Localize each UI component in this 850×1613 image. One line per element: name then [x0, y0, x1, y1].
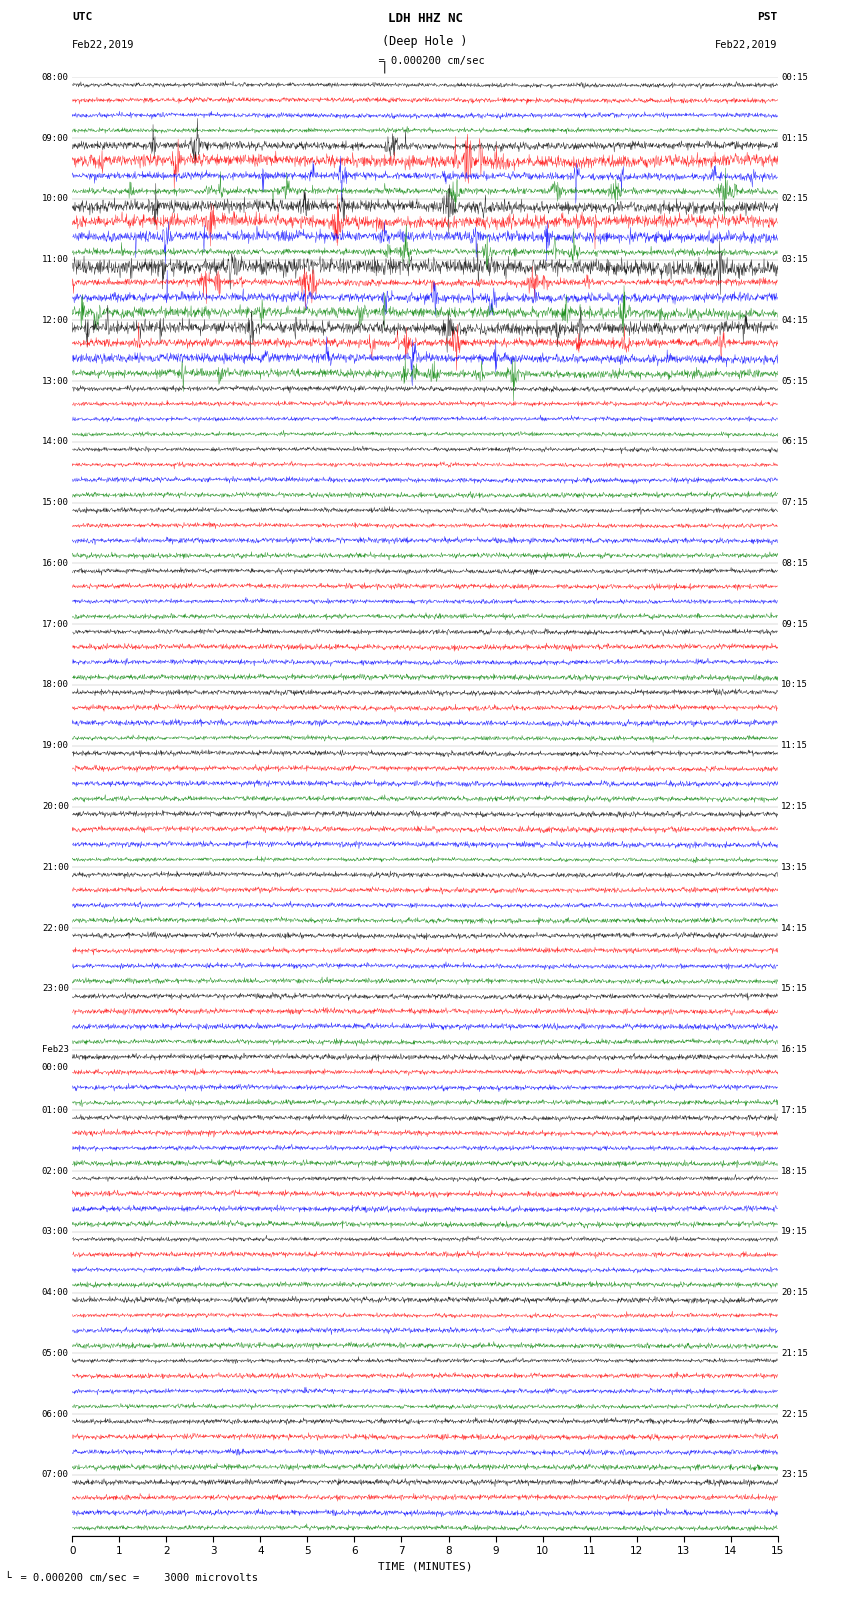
Text: 10:15: 10:15 — [781, 681, 808, 689]
Text: 20:00: 20:00 — [42, 802, 69, 811]
Text: 12:15: 12:15 — [781, 802, 808, 811]
Text: 00:00: 00:00 — [42, 1063, 69, 1071]
Text: 09:00: 09:00 — [42, 134, 69, 142]
Text: 04:15: 04:15 — [781, 316, 808, 324]
Text: 17:00: 17:00 — [42, 619, 69, 629]
Text: = 0.000200 cm/sec: = 0.000200 cm/sec — [366, 56, 484, 66]
Text: 03:00: 03:00 — [42, 1227, 69, 1236]
Text: 01:00: 01:00 — [42, 1107, 69, 1115]
Text: 09:15: 09:15 — [781, 619, 808, 629]
Text: 08:15: 08:15 — [781, 560, 808, 568]
Text: 07:15: 07:15 — [781, 498, 808, 506]
Text: 06:15: 06:15 — [781, 437, 808, 447]
Text: 13:00: 13:00 — [42, 377, 69, 386]
Text: (Deep Hole ): (Deep Hole ) — [382, 35, 468, 48]
Text: 05:15: 05:15 — [781, 377, 808, 386]
Text: 11:00: 11:00 — [42, 255, 69, 265]
Text: 02:00: 02:00 — [42, 1166, 69, 1176]
Text: 18:00: 18:00 — [42, 681, 69, 689]
Text: 15:15: 15:15 — [781, 984, 808, 994]
Text: 03:15: 03:15 — [781, 255, 808, 265]
Text: LDH HHZ NC: LDH HHZ NC — [388, 11, 462, 24]
Text: 05:00: 05:00 — [42, 1348, 69, 1358]
Text: 10:00: 10:00 — [42, 195, 69, 203]
Text: 19:00: 19:00 — [42, 742, 69, 750]
Text: 14:15: 14:15 — [781, 924, 808, 932]
Text: 00:15: 00:15 — [781, 73, 808, 82]
Text: 01:15: 01:15 — [781, 134, 808, 142]
Text: 08:00: 08:00 — [42, 73, 69, 82]
Text: 23:15: 23:15 — [781, 1471, 808, 1479]
Text: 19:15: 19:15 — [781, 1227, 808, 1236]
Text: 16:15: 16:15 — [781, 1045, 808, 1053]
Text: 06:00: 06:00 — [42, 1410, 69, 1418]
Text: 21:00: 21:00 — [42, 863, 69, 871]
Text: 23:00: 23:00 — [42, 984, 69, 994]
Text: 07:00: 07:00 — [42, 1471, 69, 1479]
Text: 02:15: 02:15 — [781, 195, 808, 203]
Text: Feb22,2019: Feb22,2019 — [715, 40, 778, 50]
Text: 22:00: 22:00 — [42, 924, 69, 932]
Text: 13:15: 13:15 — [781, 863, 808, 871]
Text: 20:15: 20:15 — [781, 1289, 808, 1297]
Text: PST: PST — [757, 11, 778, 21]
Text: 16:00: 16:00 — [42, 560, 69, 568]
Text: 17:15: 17:15 — [781, 1107, 808, 1115]
Text: 21:15: 21:15 — [781, 1348, 808, 1358]
Text: |: | — [381, 60, 388, 73]
Text: Feb22,2019: Feb22,2019 — [72, 40, 135, 50]
X-axis label: TIME (MINUTES): TIME (MINUTES) — [377, 1561, 473, 1571]
Text: 22:15: 22:15 — [781, 1410, 808, 1418]
Text: UTC: UTC — [72, 11, 93, 21]
Text: 18:15: 18:15 — [781, 1166, 808, 1176]
Text: 11:15: 11:15 — [781, 742, 808, 750]
Text: 15:00: 15:00 — [42, 498, 69, 506]
Text: = 0.000200 cm/sec =    3000 microvolts: = 0.000200 cm/sec = 3000 microvolts — [8, 1573, 258, 1582]
Text: 04:00: 04:00 — [42, 1289, 69, 1297]
Text: └: └ — [4, 1573, 11, 1582]
Text: 14:00: 14:00 — [42, 437, 69, 447]
Text: 12:00: 12:00 — [42, 316, 69, 324]
Text: Feb23: Feb23 — [42, 1045, 69, 1053]
